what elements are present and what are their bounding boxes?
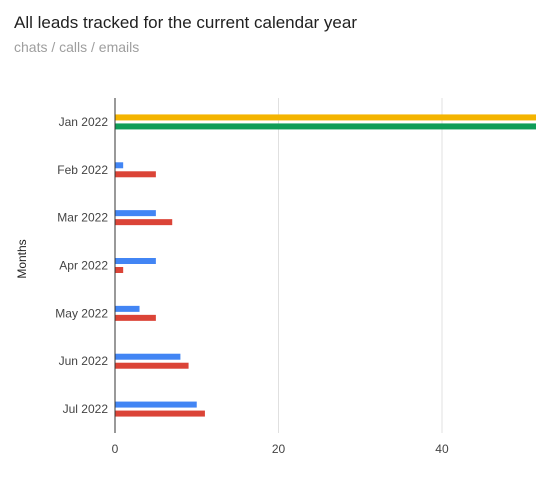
y-axis-title: Months (15, 239, 29, 278)
bar (115, 362, 189, 369)
category-labels: Jan 2022 Feb 2022 Mar 2022 Apr 2022 May 2022… (55, 115, 108, 416)
category-label: Jan 2022 (59, 115, 109, 129)
bar (115, 353, 181, 360)
x-tick-label: 40 (435, 442, 449, 456)
bar (115, 401, 197, 408)
category-label: May 2022 (55, 306, 108, 320)
category-label: Mar 2022 (57, 211, 108, 225)
x-tick-label: 20 (272, 442, 286, 456)
chart-title: All leads tracked for the current calend… (14, 13, 358, 32)
category-label: Apr 2022 (59, 259, 108, 273)
bar (115, 162, 124, 169)
bar-series (115, 114, 536, 417)
bar (115, 210, 156, 217)
bar (115, 410, 205, 417)
bar (115, 219, 173, 226)
bar (115, 171, 156, 178)
category-label: Feb 2022 (57, 163, 108, 177)
bar (115, 314, 156, 321)
bar (115, 267, 124, 273)
bar (115, 258, 156, 264)
chart-subtitle: chats / calls / emails (14, 39, 140, 55)
gridlines (277, 98, 443, 433)
bar (115, 123, 536, 130)
category-label: Jun 2022 (59, 354, 109, 368)
bar (115, 305, 140, 312)
category-label: Jul 2022 (63, 402, 109, 416)
x-tick-label: 0 (112, 442, 119, 456)
x-tick-labels: 0 20 40 (112, 442, 449, 456)
bar (115, 114, 536, 121)
